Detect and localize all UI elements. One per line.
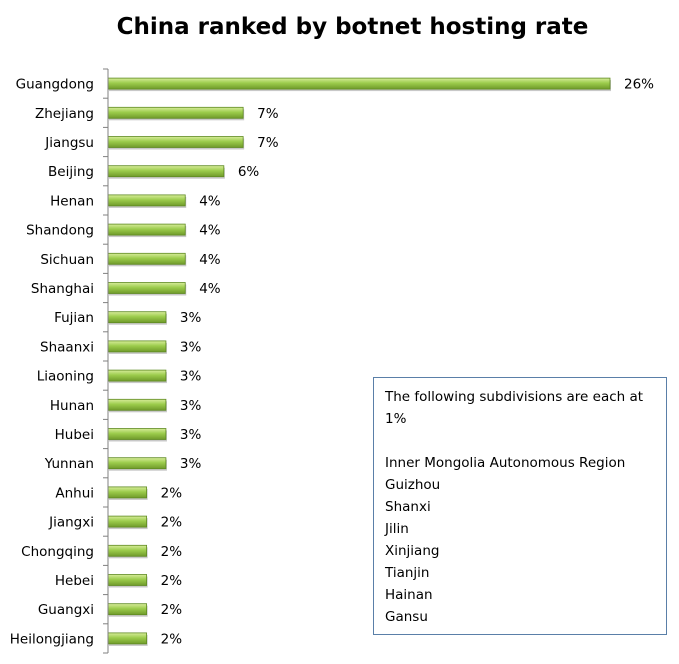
note-item: Jilin	[385, 521, 409, 537]
value-label: 2%	[161, 602, 183, 618]
category-label: Heilongjiang	[10, 631, 94, 647]
note-item: Shanxi	[385, 499, 431, 515]
value-label: 7%	[257, 135, 279, 151]
bar-jiangsu	[107, 136, 244, 148]
category-label: Sichuan	[40, 252, 94, 268]
value-label: 26%	[624, 77, 654, 93]
value-label: 3%	[180, 398, 202, 414]
value-label: 3%	[180, 427, 202, 443]
note-item: Hainan	[385, 587, 433, 603]
category-label: Guangdong	[16, 77, 94, 93]
bar-yunnan	[107, 457, 167, 470]
bar-zhejiang	[107, 106, 244, 119]
bar-heilongjiang	[107, 632, 148, 645]
value-label: 4%	[199, 223, 221, 239]
bar-hubei	[107, 428, 167, 440]
bar-jiangxi	[107, 515, 148, 528]
category-label: Anhui	[55, 485, 94, 501]
category-label: Jiangsu	[44, 135, 94, 151]
note-list: Inner Mongolia Autonomous Region Guizhou…	[385, 452, 655, 628]
note-item: Guizhou	[385, 477, 441, 493]
bar-guangdong	[107, 77, 611, 90]
category-label: Zhejiang	[35, 106, 94, 122]
value-label: 3%	[180, 339, 202, 355]
note-item: Tianjin	[385, 565, 430, 581]
bar-anhui	[107, 486, 148, 499]
category-label: Hebei	[55, 573, 94, 589]
value-label: 4%	[199, 281, 221, 297]
category-label: Yunnan	[44, 456, 94, 472]
bar-guangxi	[107, 603, 148, 616]
bar-liaoning	[107, 369, 167, 382]
category-label: Fujian	[54, 310, 94, 326]
bar-sichuan	[107, 252, 186, 265]
note-heading: The following subdivisions are each at 1…	[385, 389, 644, 427]
value-label: 2%	[161, 515, 183, 531]
category-label: Hubei	[55, 427, 94, 443]
bar-hebei	[107, 574, 148, 586]
value-label: 6%	[238, 164, 260, 180]
value-label: 2%	[161, 573, 183, 589]
value-label: 2%	[161, 544, 183, 560]
bar-fujian	[107, 311, 167, 324]
note-item: Xinjiang	[385, 543, 440, 559]
value-label: 2%	[161, 485, 183, 501]
value-label: 3%	[180, 310, 202, 326]
value-label: 3%	[180, 456, 202, 472]
category-label: Henan	[50, 193, 94, 209]
bar-chongqing	[107, 544, 148, 557]
note-box: The following subdivisions are each at 1…	[373, 377, 667, 635]
note-item: Gansu	[385, 609, 428, 625]
value-label: 4%	[199, 252, 221, 268]
chart-title: China ranked by botnet hosting rate	[116, 14, 589, 40]
category-label: Shaanxi	[40, 339, 94, 355]
category-label: Beijing	[48, 164, 94, 180]
value-label: 2%	[161, 631, 183, 647]
category-label: Shandong	[26, 223, 94, 239]
value-label: 4%	[199, 193, 221, 209]
bar-beijing	[107, 165, 225, 178]
note-item: Inner Mongolia Autonomous Region	[385, 455, 626, 471]
value-label: 3%	[180, 369, 202, 385]
value-label: 7%	[257, 106, 279, 122]
category-label: Shanghai	[31, 281, 94, 297]
bar-shanghai	[107, 282, 186, 294]
bar-shaanxi	[107, 340, 167, 353]
category-label: Chongqing	[21, 544, 94, 560]
bar-henan	[107, 194, 186, 207]
bar-hunan	[107, 398, 167, 411]
category-label: Hunan	[50, 398, 94, 414]
bar-shandong	[107, 223, 186, 236]
category-label: Jiangxi	[48, 515, 94, 531]
category-label: Liaoning	[37, 369, 94, 385]
category-label: Guangxi	[38, 602, 94, 618]
